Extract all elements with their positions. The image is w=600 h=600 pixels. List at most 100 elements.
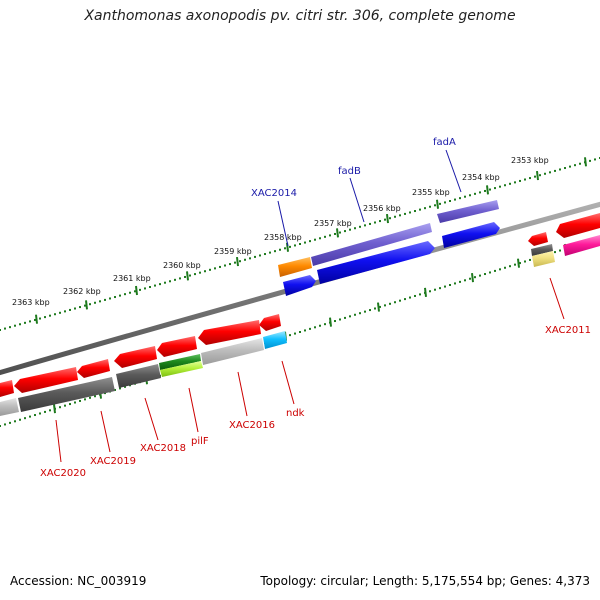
tick-dot [314,326,316,329]
tick-dot [139,288,141,291]
tick-dot [219,265,221,268]
gene-feature [317,241,435,284]
tick-dot [444,201,446,204]
tick-dot [29,415,31,418]
tick-dot [514,263,516,266]
tick-dot [309,327,311,330]
tick-dot [319,324,321,327]
map-title: Xanthomonas axonopodis pv. citri str. 30… [84,8,516,24]
gene-feature [531,244,553,256]
tick-dot [59,406,61,409]
tick-dot [89,396,91,399]
tick-dot [444,285,446,288]
tick-dot [189,274,191,277]
tick-dot [339,231,341,234]
tick-dot [74,307,76,310]
tick-dot [564,167,566,170]
tick-dot [264,253,266,256]
tick-dot [339,318,341,321]
tick-dot [249,257,251,260]
tick-dot [489,271,491,274]
tick-dot [279,248,281,251]
tick-dot [479,274,481,277]
tick-dot [294,332,296,335]
tick-dot [269,251,271,254]
gene-feature [201,338,264,365]
tick-dot [304,329,306,332]
tick-major [35,314,38,324]
tick-dot [34,318,36,321]
tick-dot [414,210,416,213]
tick-dot [319,237,321,240]
tick-dot [399,299,401,302]
tick-dot [44,316,46,319]
tick-dot [114,296,116,299]
tick-dot [254,255,256,258]
tick-dot [529,258,531,261]
tick-dot [349,228,351,231]
tick-dot [389,217,391,220]
tick-dot [79,399,81,402]
gene-label-XAC2018: XAC2018 [140,443,186,454]
tick-dot [179,277,181,280]
tick-dot [4,327,6,330]
tick-major [424,287,427,297]
tick-dot [289,245,291,248]
gene-label-pilF: pilF [191,436,209,447]
tick-dot [49,409,51,412]
tick-dot [4,423,6,426]
tick-dot [459,280,461,283]
tick-dot [74,401,76,404]
tick-dot [449,284,451,286]
tick-dot [374,221,376,224]
tick-dot [529,177,531,180]
tick-dot [354,313,356,316]
tick-dot [289,334,291,337]
tick-dot [419,293,421,296]
tick-dot [439,287,441,290]
tick-dot [534,175,536,178]
tick-dot [424,207,426,210]
tick-dot [519,262,521,265]
tick-dot [119,387,121,390]
tick-dot [544,172,546,175]
gene-feature [0,380,14,397]
tick-dot [594,158,596,161]
tick-dot [299,243,301,245]
tick-dot [374,307,376,310]
tick-dot [439,202,441,205]
tick-dot [499,185,501,188]
tick-dot [89,303,91,306]
gene-feature [114,346,157,368]
tick-dot [494,187,496,190]
tick-major [517,258,520,268]
tick-dot [324,323,326,326]
tick-dot [79,306,81,309]
tick-dot [294,244,296,247]
tick-dot [484,189,486,192]
tick-dot [184,275,186,278]
tick-dot [104,298,106,301]
tick-dot [84,304,86,307]
kbp-label: 2360 kbp [163,261,201,270]
tick-dot [44,410,46,413]
tick-dot [59,311,61,314]
tick-dot [459,197,461,200]
tick-dot [304,241,306,244]
tick-dot [579,162,581,165]
gene-label-XAC2011: XAC2011 [545,325,591,336]
tick-dot [489,188,491,191]
gene-label-XAC2014: XAC2014 [251,188,297,199]
tick-dot [129,291,131,294]
tick-dot [34,414,36,417]
genome-backbone [0,201,600,376]
tick-dot [209,268,211,271]
tick-dot [474,276,476,279]
tick-dot [154,284,156,287]
tick-major [329,317,332,327]
kbp-label: 2355 kbp [412,188,450,197]
tick-major [186,271,189,281]
tick-dot [334,320,336,323]
tick-dot [469,277,471,280]
tick-dot [234,261,236,264]
